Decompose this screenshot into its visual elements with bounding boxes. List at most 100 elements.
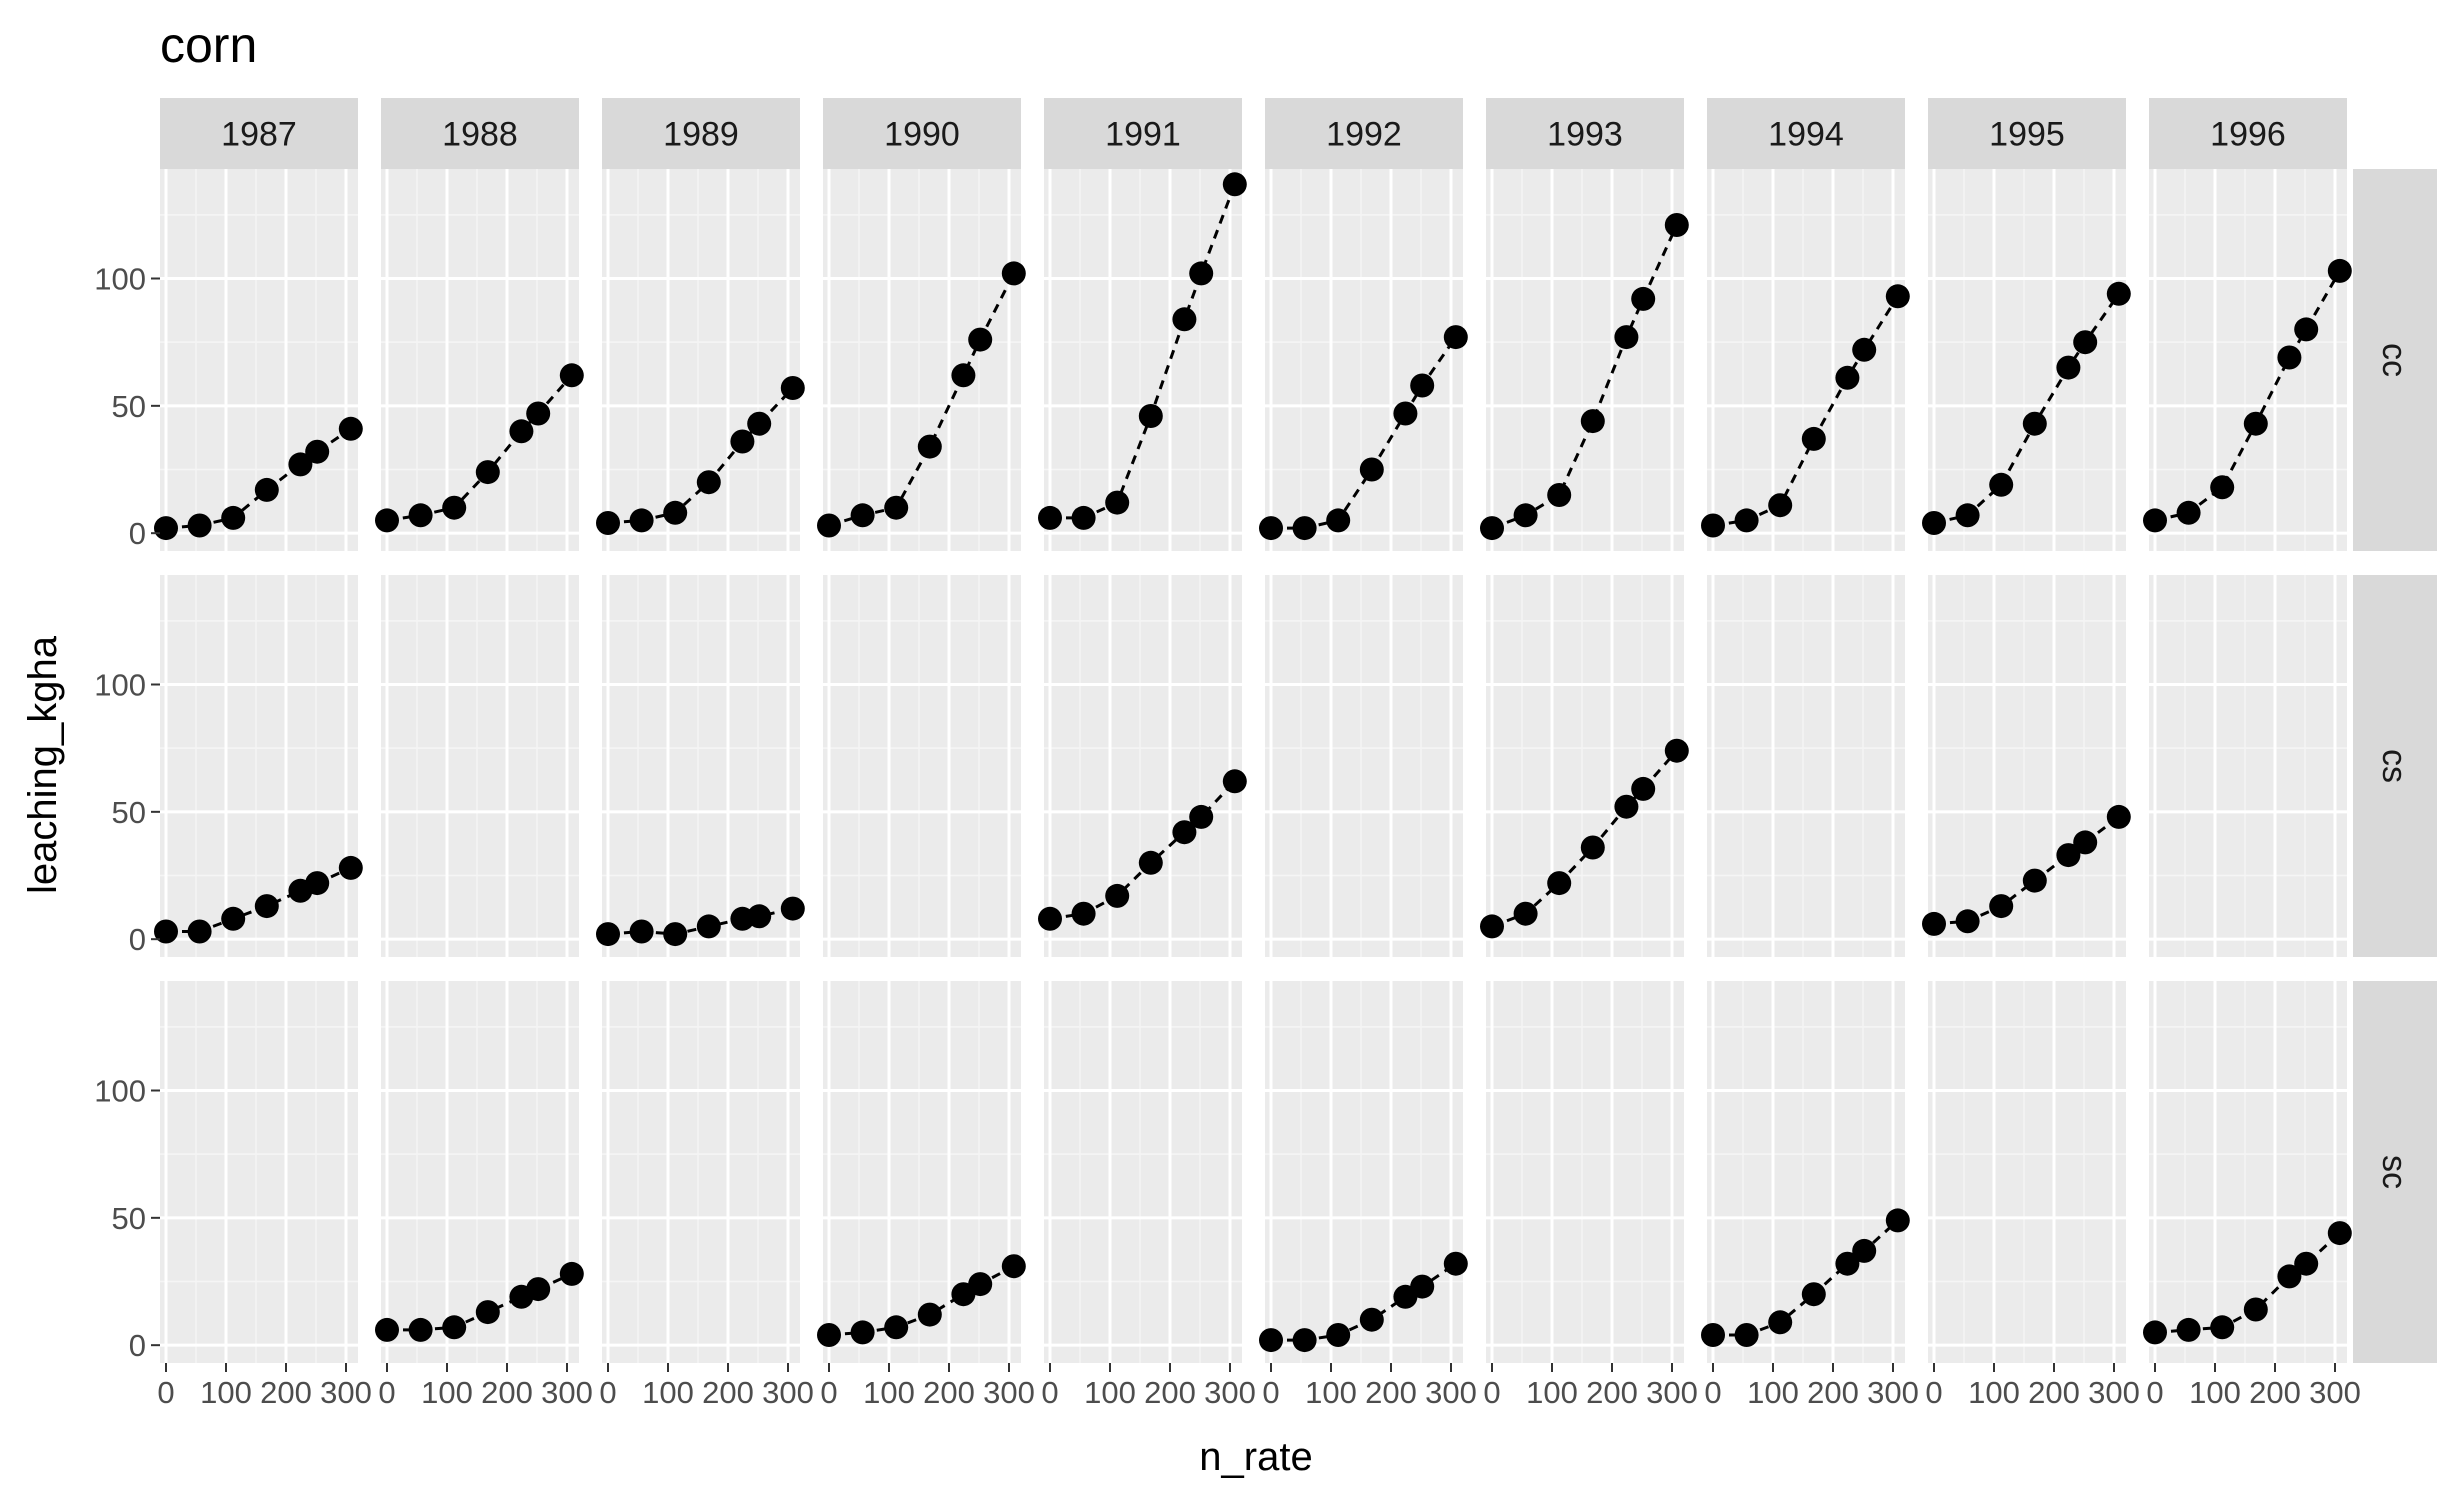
data-point	[817, 513, 841, 538]
x-tick-label: 0	[157, 1375, 174, 1410]
panel-background	[1486, 575, 1684, 957]
facet-strip-label: 1993	[1547, 116, 1623, 154]
x-tick-label: 0	[378, 1375, 395, 1410]
x-tick-label: 0	[1925, 1375, 1942, 1410]
data-point	[663, 500, 688, 525]
panel-cs-1996	[2149, 575, 2347, 957]
panel-background	[2149, 169, 2347, 551]
panel-sc-1990	[817, 981, 1026, 1363]
data-point	[1292, 1328, 1317, 1353]
data-point	[2294, 317, 2319, 342]
x-tick-label: 100	[642, 1375, 694, 1410]
data-point	[1326, 508, 1351, 533]
data-point	[1410, 1274, 1435, 1299]
data-point	[1393, 401, 1418, 426]
data-point	[1631, 286, 1656, 311]
data-point	[1664, 738, 1689, 763]
y-tick-label: 100	[94, 262, 146, 297]
data-point	[1885, 284, 1910, 309]
data-point	[442, 495, 467, 520]
x-tick-label: 0	[2146, 1375, 2163, 1410]
x-tick-label: 300	[1425, 1375, 1477, 1410]
panel-background	[1707, 575, 1905, 957]
data-point	[1189, 804, 1214, 829]
panel-background	[1265, 575, 1463, 957]
x-tick-label: 300	[320, 1375, 372, 1410]
data-point	[1989, 894, 2014, 919]
data-point	[1835, 365, 1860, 390]
data-point	[2056, 355, 2081, 380]
data-point	[2327, 1221, 2352, 1246]
panel-cc-1993	[1480, 169, 1689, 551]
x-tick-label: 200	[481, 1375, 533, 1410]
panel-background	[823, 981, 1021, 1363]
data-point	[1172, 307, 1197, 332]
facet-strip-1993	[1486, 98, 1684, 169]
data-point	[2176, 500, 2201, 525]
data-point	[2327, 258, 2352, 283]
data-point	[850, 1320, 875, 1345]
data-point	[1359, 1307, 1384, 1332]
x-tick-label: 0	[1041, 1375, 1058, 1410]
data-point	[375, 1317, 399, 1342]
data-point	[1922, 911, 1946, 936]
facet-strip-label: 1989	[663, 116, 739, 154]
data-point	[2243, 411, 2268, 436]
x-tick-label: 100	[863, 1375, 915, 1410]
facet-strip-label: 1988	[442, 116, 518, 154]
data-point	[375, 508, 399, 533]
data-point	[559, 1261, 584, 1286]
data-point	[1734, 1323, 1759, 1347]
y-tick-label: 100	[94, 1074, 146, 1109]
x-tick-label: 300	[541, 1375, 593, 1410]
panel-cc-1994	[1701, 169, 1910, 551]
data-point	[2277, 1264, 2302, 1289]
panel-cs-1987	[154, 575, 363, 957]
x-tick-label: 100	[1968, 1375, 2020, 1410]
panel-background	[1265, 981, 1463, 1363]
x-tick-label: 200	[2028, 1375, 2080, 1410]
panel-sc-1987	[160, 981, 358, 1363]
panel-background	[1928, 575, 2126, 957]
data-point	[1259, 516, 1283, 541]
facet-strip-label: 1990	[884, 116, 960, 154]
x-tick-label: 200	[923, 1375, 975, 1410]
x-tick-label: 300	[2088, 1375, 2140, 1410]
x-tick-label: 200	[2249, 1375, 2301, 1410]
row-strip-sc	[2353, 981, 2437, 1363]
data-point	[1189, 261, 1214, 286]
data-point	[221, 505, 246, 530]
data-point	[1768, 493, 1793, 518]
panel-sc-1993	[1486, 981, 1684, 1363]
data-point	[1410, 373, 1435, 398]
data-point	[1580, 835, 1605, 860]
facet-strip-label: 1996	[2210, 116, 2286, 154]
panel-background	[1928, 981, 2126, 1363]
x-tick-label: 200	[260, 1375, 312, 1410]
data-point	[2106, 804, 2131, 829]
panel-background	[1265, 169, 1463, 551]
data-point	[780, 376, 805, 400]
panel-background	[2149, 981, 2347, 1363]
x-tick-label: 0	[599, 1375, 616, 1410]
facet-strip-label: 1992	[1326, 116, 1402, 154]
row-strip-cc	[2353, 169, 2437, 551]
panel-cs-1994	[1707, 575, 1905, 957]
y-tick-label: 50	[112, 795, 146, 830]
x-tick-label: 0	[820, 1375, 837, 1410]
panel-background	[160, 575, 358, 957]
data-point	[1443, 1251, 1468, 1276]
data-point	[338, 416, 363, 441]
panel-background	[1928, 169, 2126, 551]
data-point	[1292, 516, 1317, 541]
x-tick-label: 300	[762, 1375, 814, 1410]
data-point	[1513, 503, 1538, 528]
panel-background	[2149, 575, 2347, 957]
data-point	[2176, 1317, 2201, 1342]
data-point	[1989, 472, 2014, 497]
data-point	[1768, 1310, 1793, 1335]
panel-cs-1988	[381, 575, 579, 957]
panel-sc-1988	[375, 981, 584, 1363]
data-point	[1801, 426, 1826, 451]
